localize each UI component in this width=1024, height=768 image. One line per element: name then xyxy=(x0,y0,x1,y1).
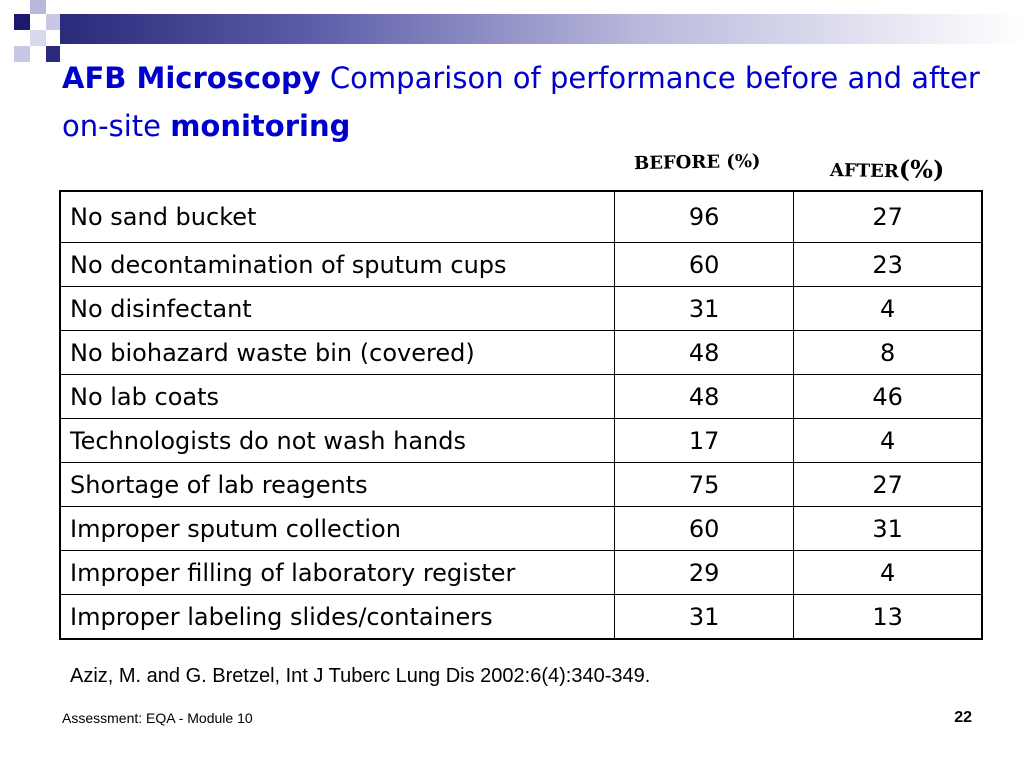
after-value: 31 xyxy=(793,506,983,551)
title-regular-part: Comparison of performance before and aft… xyxy=(62,61,980,143)
table-row: No biohazard waste bin (covered) 48 8 xyxy=(59,330,983,375)
row-label: No biohazard waste bin (covered) xyxy=(59,330,615,375)
table-row: No lab coats 48 46 xyxy=(59,374,983,419)
footer-text: Assessment: EQA - Module 10 xyxy=(62,710,253,726)
before-value: 48 xyxy=(613,374,795,419)
table-row: Technologists do not wash hands 17 4 xyxy=(59,418,983,463)
after-value: 4 xyxy=(793,418,983,463)
after-value: 27 xyxy=(793,462,983,507)
before-value: 60 xyxy=(613,242,795,287)
before-value: 29 xyxy=(613,550,795,595)
title-bold-part: AFB Microscopy xyxy=(62,61,321,95)
before-column-header: BEFORE (%) xyxy=(633,150,761,175)
page-number: 22 xyxy=(954,709,972,726)
after-value: 4 xyxy=(793,550,983,595)
table-row: Improper sputum collection 60 31 xyxy=(59,506,983,551)
after-value: 23 xyxy=(793,242,983,287)
before-value: 96 xyxy=(613,190,795,243)
citation: Aziz, M. and G. Bretzel, Int J Tuberc Lu… xyxy=(70,665,651,687)
after-value: 27 xyxy=(793,190,983,243)
slide-title: AFB Microscopy Comparison of performance… xyxy=(62,54,1002,150)
row-label: Improper labeling slides/containers xyxy=(59,594,615,640)
table-row: No sand bucket 96 27 xyxy=(59,190,983,243)
after-header-percent: (%) xyxy=(898,154,945,184)
table-row: Improper labeling slides/containers 31 13 xyxy=(59,594,983,640)
row-label: No lab coats xyxy=(59,374,615,419)
before-value: 31 xyxy=(613,286,795,331)
title-bold-end: monitoring xyxy=(170,109,351,143)
before-value: 17 xyxy=(613,418,795,463)
row-label: No disinfectant xyxy=(59,286,615,331)
row-label: No sand bucket xyxy=(59,190,615,243)
before-value: 48 xyxy=(613,330,795,375)
comparison-table: No sand bucket 96 27 No decontamination of … xyxy=(59,190,983,640)
table-row: Shortage of lab reagents 75 27 xyxy=(59,462,983,507)
after-value: 13 xyxy=(793,594,983,640)
before-value: 75 xyxy=(613,462,795,507)
row-label: Improper sputum collection xyxy=(59,506,615,551)
after-column-header: AFTER(%) xyxy=(830,153,945,184)
before-value: 60 xyxy=(613,506,795,551)
row-label: Improper filling of laboratory register xyxy=(59,550,615,595)
after-value: 4 xyxy=(793,286,983,331)
row-label: Shortage of lab reagents xyxy=(59,462,615,507)
table-row: No decontamination of sputum cups 60 23 xyxy=(59,242,983,287)
before-value: 31 xyxy=(613,594,795,640)
after-value: 8 xyxy=(793,330,983,375)
after-value: 46 xyxy=(793,374,983,419)
table-row: Improper filling of laboratory register 2… xyxy=(59,550,983,595)
row-label: No decontamination of sputum cups xyxy=(59,242,615,287)
header-gradient-bar xyxy=(60,14,1024,44)
table-row: No disinfectant 31 4 xyxy=(59,286,983,331)
after-header-word: AFTER xyxy=(829,160,899,183)
row-label: Technologists do not wash hands xyxy=(59,418,615,463)
